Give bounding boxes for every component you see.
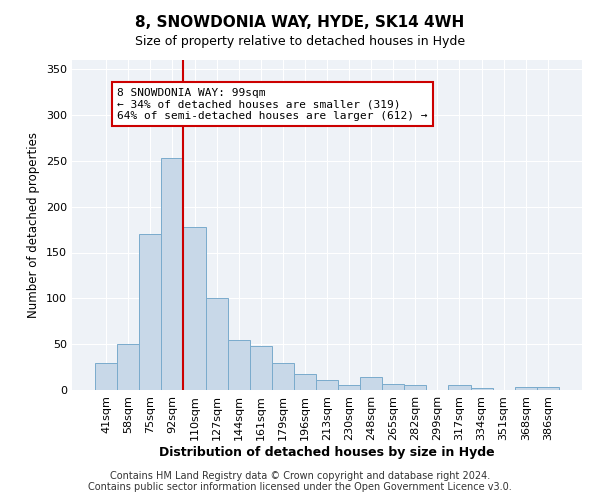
Bar bbox=[95, 362, 117, 390]
Bar bbox=[250, 346, 272, 390]
Bar bbox=[206, 298, 227, 390]
Bar bbox=[382, 384, 404, 390]
Text: 8 SNOWDONIA WAY: 99sqm
← 34% of detached houses are smaller (319)
64% of semi-de: 8 SNOWDONIA WAY: 99sqm ← 34% of detached… bbox=[117, 88, 428, 120]
Bar bbox=[360, 377, 382, 390]
Bar bbox=[272, 362, 294, 390]
Bar bbox=[448, 386, 470, 390]
Y-axis label: Number of detached properties: Number of detached properties bbox=[28, 132, 40, 318]
Bar bbox=[117, 344, 139, 390]
Bar bbox=[161, 158, 184, 390]
Bar bbox=[184, 227, 206, 390]
Text: Contains HM Land Registry data © Crown copyright and database right 2024.
Contai: Contains HM Land Registry data © Crown c… bbox=[88, 471, 512, 492]
Bar bbox=[294, 374, 316, 390]
Bar bbox=[537, 387, 559, 390]
Bar bbox=[404, 384, 427, 390]
Bar bbox=[338, 386, 360, 390]
Bar bbox=[515, 387, 537, 390]
Bar bbox=[470, 388, 493, 390]
Bar bbox=[227, 340, 250, 390]
X-axis label: Distribution of detached houses by size in Hyde: Distribution of detached houses by size … bbox=[159, 446, 495, 458]
Text: 8, SNOWDONIA WAY, HYDE, SK14 4WH: 8, SNOWDONIA WAY, HYDE, SK14 4WH bbox=[136, 15, 464, 30]
Bar bbox=[316, 380, 338, 390]
Bar bbox=[139, 234, 161, 390]
Text: Size of property relative to detached houses in Hyde: Size of property relative to detached ho… bbox=[135, 35, 465, 48]
